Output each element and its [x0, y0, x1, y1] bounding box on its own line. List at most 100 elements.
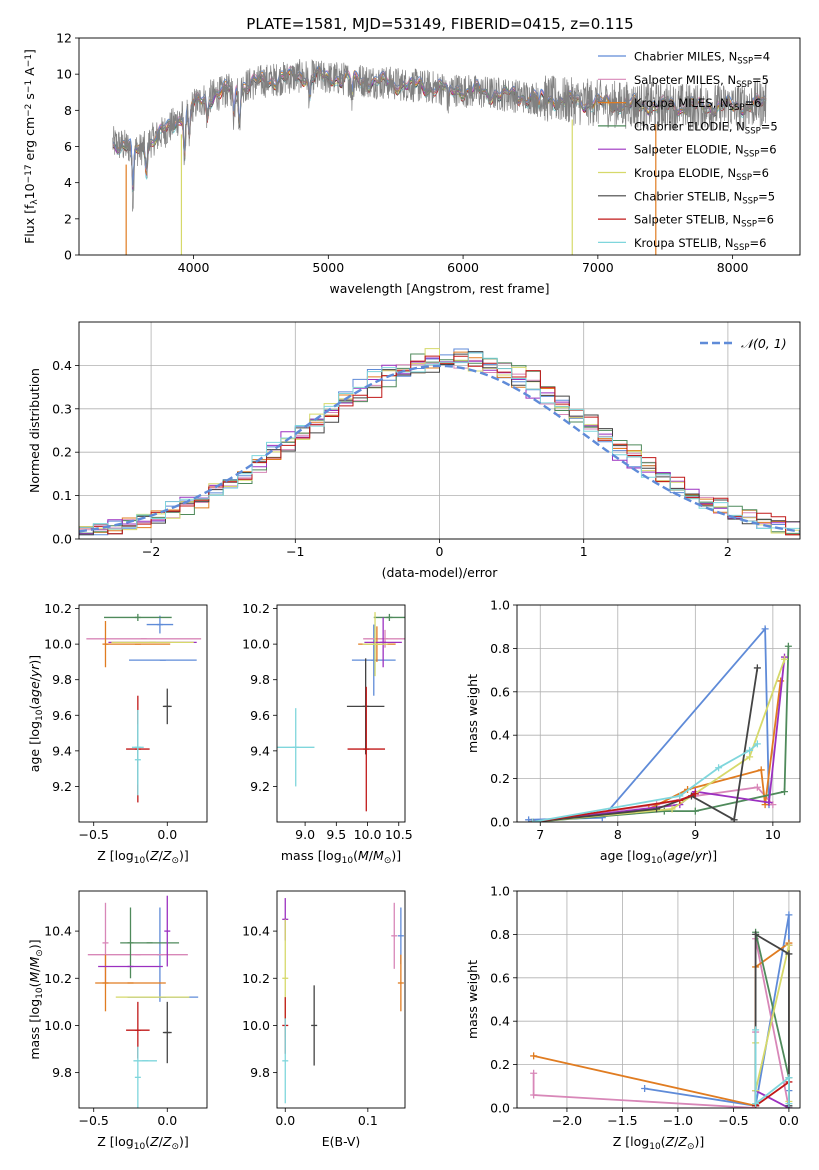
x-tick-label: 10.5 — [385, 827, 413, 842]
x-tick-label: −1 — [286, 544, 304, 559]
y-axis-label: Flux [fλ10−17 erg cm−2 s−1 A−1] — [22, 49, 40, 244]
y-tick-label: 1.0 — [490, 598, 510, 613]
plot-frame — [276, 890, 406, 1109]
series-marker — [668, 805, 676, 813]
histogram-salpeter-stelib — [79, 355, 800, 536]
x-tick-label: 9.5 — [326, 827, 346, 842]
series-marker — [730, 816, 738, 822]
series-marker — [753, 783, 761, 791]
normal-reference-curve — [79, 364, 800, 533]
y-tick-label: 9.2 — [52, 779, 72, 794]
point-salpeter-miles — [363, 629, 405, 648]
mass_weight_vs_age-plot: 7 8 9 10 0.0 0.2 0.4 0.6 0.8 1.0 age [log10(age/yr… — [465, 598, 801, 866]
x-tick-label: 1 — [580, 544, 588, 559]
series-marker — [660, 807, 668, 815]
observed-spectrum — [112, 59, 767, 212]
point-kroupa-stelib — [282, 1018, 289, 1104]
series-marker — [752, 1026, 760, 1034]
y-tick-label: 0 — [64, 248, 72, 263]
x-tick-label: 7 — [536, 827, 544, 842]
y-tick-label: 10.2 — [44, 601, 72, 616]
series-marker — [525, 816, 533, 822]
spectrum-legend: Chabrier MILES, NSSP=4 Salpeter MILES, NS… — [598, 50, 778, 252]
point-chabrier-miles — [146, 615, 174, 634]
series-marker — [784, 642, 792, 650]
x-axis-label: age [log10(age/yr)] — [600, 848, 717, 866]
mass_vs_Z-marks — [87, 895, 199, 1108]
series-marker — [529, 818, 537, 822]
series-chabrier-miles — [525, 625, 773, 822]
series-marker — [752, 1100, 760, 1108]
series-marker — [752, 930, 760, 938]
y-tick-label: 10.4 — [242, 924, 270, 939]
x-tick-label: 0.0 — [157, 1113, 177, 1128]
series-marker — [765, 798, 773, 806]
y-tick-label: 6 — [64, 139, 72, 154]
y-tick-label: 10.0 — [44, 1018, 72, 1033]
y-tick-label: 2 — [64, 211, 72, 226]
x-axis-label: E(B-V) — [322, 1134, 361, 1149]
mass_vs_ebv-plot: 0.0 0.1 9.8 10.0 10.2 10.4 E(B-V) — [242, 890, 406, 1149]
y-tick-label: 0.2 — [490, 1057, 510, 1072]
point-salpeter-elodie — [164, 895, 171, 967]
y-axis-label: Normed distribution — [27, 368, 42, 493]
y-tick-label: 10.2 — [44, 971, 72, 986]
point-kroupa-stelib — [134, 1046, 141, 1108]
histogram-chabrier-stelib — [79, 351, 800, 536]
point-kroupa-elodie — [362, 612, 388, 677]
y-axis-label: mass weight — [465, 960, 480, 1039]
legend-label-salpeter-miles: Salpeter MILES, NSSP=5 — [634, 73, 769, 90]
point-kroupa-stelib — [134, 724, 141, 796]
y-axis-label: mass weight — [465, 674, 480, 753]
series-marker — [785, 1074, 793, 1082]
series-line — [533, 942, 790, 1107]
x-axis-label: Z [log10(Z/Z⊙)] — [613, 1134, 705, 1152]
point-chabrier-elodie — [373, 613, 405, 622]
plot-frame — [78, 37, 801, 256]
legend-label-salpeter-stelib: Salpeter STELIB, NSSP=6 — [634, 213, 774, 230]
y-tick-label: 12 — [56, 31, 72, 46]
spectrum-plot: 4000 5000 6000 7000 8000 0 2 4 6 8 10 12 wavelength … — [22, 31, 801, 296]
plot-frame — [516, 890, 801, 1109]
series-line — [754, 1029, 790, 1106]
x-tick-label: 0.0 — [275, 1113, 295, 1128]
x-tick-label: 9.0 — [295, 827, 315, 842]
series-marker — [530, 1091, 538, 1099]
x-tick-label: −2 — [142, 544, 160, 559]
plot-frame — [78, 321, 801, 540]
y-tick-label: 0.4 — [490, 1014, 510, 1029]
x-tick-label: −1.5 — [607, 1113, 637, 1128]
series-marker — [757, 766, 765, 774]
y-tick-label: 10.2 — [242, 601, 270, 616]
series-marker — [746, 753, 754, 761]
x-tick-label: −0.5 — [79, 1113, 109, 1128]
y-tick-label: 0.0 — [52, 532, 72, 547]
legend-label-chabrier-miles: Chabrier MILES, NSSP=4 — [634, 50, 770, 67]
legend-label-kroupa-elodie: Kroupa ELODIE, NSSP=6 — [634, 166, 769, 183]
plot-frame — [516, 604, 801, 823]
legend-label-chabrier-stelib: Chabrier STELIB, NSSP=5 — [634, 189, 775, 206]
y-tick-label: 0.0 — [490, 815, 510, 830]
point-kroupa-stelib — [277, 708, 315, 787]
y-tick-label: 9.4 — [52, 743, 72, 758]
series-marker — [753, 664, 761, 672]
y-tick-label: 10.2 — [242, 971, 270, 986]
age_vs_Z-plot: −0.5 0.0 9.2 9.4 9.6 9.8 10.0 10.2 Z [log10(Z/Z⊙… — [27, 601, 208, 866]
mass_weight_vs_age-marks — [525, 625, 792, 822]
point-chabrier-stelib — [162, 688, 172, 725]
y-tick-label: 10.0 — [242, 1018, 270, 1033]
y-tick-label: 0.2 — [490, 771, 510, 786]
y-tick-label: 1.0 — [490, 884, 510, 899]
y-tick-label: 9.2 — [250, 779, 270, 794]
residuals-marks — [79, 348, 800, 536]
y-tick-label: 0.2 — [52, 445, 72, 460]
series-chabrier-elodie — [529, 642, 792, 822]
plot-frame — [276, 604, 406, 823]
y-tick-label: 9.6 — [52, 708, 72, 723]
legend-label-kroupa-miles: Kroupa MILES, NSSP=6 — [634, 96, 761, 113]
series-marker — [530, 1069, 538, 1077]
y-tick-label: 9.6 — [250, 708, 270, 723]
series-marker — [676, 792, 684, 800]
x-tick-label: 7000 — [582, 260, 614, 275]
